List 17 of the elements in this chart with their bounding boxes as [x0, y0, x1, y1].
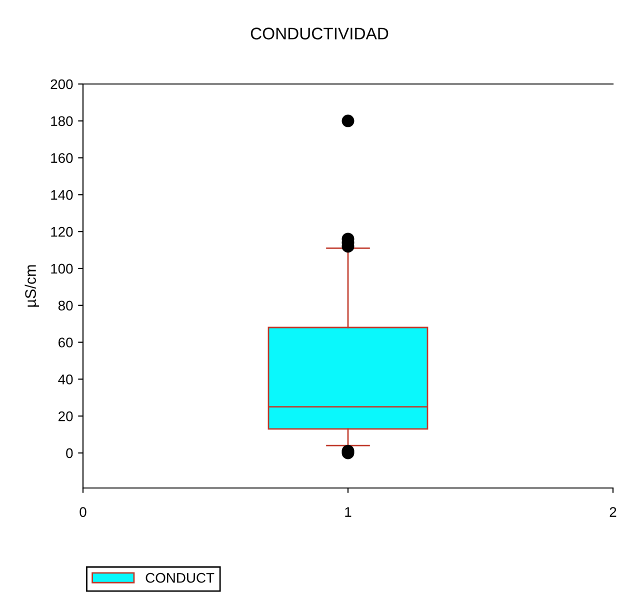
chart-title: CONDUCTIVIDAD [250, 28, 388, 40]
y-tick-label: 120 [51, 226, 73, 237]
x-tick-label: 2 [610, 507, 616, 517]
y-tick-label: 140 [51, 190, 73, 200]
y-tick-label: 180 [51, 116, 73, 126]
y-axis-title: µS/cm [24, 265, 39, 307]
x-tick-label: 0 [80, 507, 86, 517]
y-tick-label: 80 [58, 300, 73, 311]
y-tick-label: 0 [66, 448, 73, 458]
x-tick-label: 1 [345, 507, 352, 517]
y-tick-label: 100 [51, 264, 73, 274]
y-tick-label: 40 [58, 374, 73, 384]
y-tick-label: 200 [50, 79, 73, 90]
y-tick-label: 20 [58, 411, 73, 422]
y-tick-label: 60 [58, 338, 73, 348]
y-tick-label: 160 [51, 153, 73, 163]
legend-label: CONDUCT [146, 572, 214, 583]
